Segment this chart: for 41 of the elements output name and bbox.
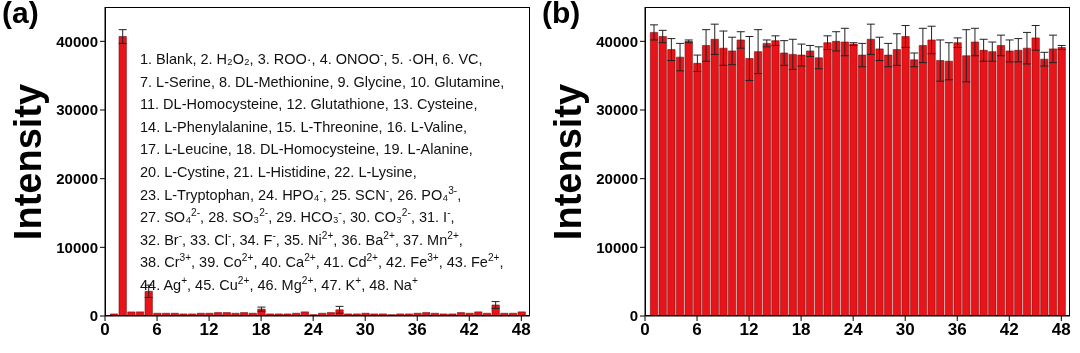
x-tick-label: 6 <box>692 320 702 340</box>
y-tick-label: 20000 <box>56 169 98 187</box>
y-tick-label: 40000 <box>596 32 638 50</box>
x-tick-label: 42 <box>459 320 479 340</box>
chart-title: (b) <box>542 0 581 30</box>
y-tick-label: 0 <box>89 307 98 325</box>
x-tick-label: 36 <box>947 320 967 340</box>
y-tick-label: 30000 <box>56 101 98 119</box>
y-tick-label: 40000 <box>56 32 98 50</box>
x-tick-label: 18 <box>791 320 811 340</box>
x-tick-label: 30 <box>355 320 375 340</box>
annotation: 1. Blank, 2. H₂O₂, 3. ROO·, 4. ONOO$^{-}$, 5. ·OH, 6. VC, <box>140 48 484 69</box>
x-tick-label: 6 <box>152 320 162 340</box>
chart-title: (a) <box>2 0 39 30</box>
x-tick-label: 48 <box>511 320 531 340</box>
x-tick-label: 48 <box>1051 320 1071 340</box>
x-tick-label: 24 <box>843 320 864 340</box>
x-tick-label: 12 <box>199 320 219 340</box>
annotation: 7. L-Serine, 8. DL-Methionine, 9. Glycine, 10. Glutamine, <box>140 72 505 92</box>
y-tick-label: 30000 <box>596 101 638 119</box>
x-tick-label: 42 <box>999 320 1019 340</box>
text: 44. Ag$^{+}$, 45. Cu$^{2+}$, 46. Mg$^{2+}$, 47. K$^{+}$, 48. Na$^{+}$ <box>140 275 418 293</box>
y-tick-label: 20000 <box>596 169 638 187</box>
annotation: 11. DL-Homocysteine, 12. Glutathione, 13. Cysteine, <box>140 95 479 115</box>
y-axis-title: Intensity <box>6 83 50 240</box>
y-tick-label: 0 <box>629 307 638 325</box>
annotation: 23. L-Tryptophan, 24. HPO₄$^{-}$, 25. SCN$^{-}$, 26. PO₄$^{3-}$, <box>140 183 463 205</box>
x-tick-label: 12 <box>739 320 759 340</box>
y-tick-label: 10000 <box>596 238 638 256</box>
annotation: 20. L-Cystine, 21. L-Histidine, 22. L-Lysine, <box>140 162 418 182</box>
annotation: 17. L-Leucine, 18. DL-Homocysteine, 19. L-Alanine, <box>140 140 474 160</box>
annotation: 14. L-Phenylalanine, 15. L-Threonine, 16. L-Valine, <box>140 117 468 137</box>
y-tick-label: 10000 <box>56 238 98 256</box>
text: 38. Cr$^{3+}$, 39. Co$^{2+}$, 40. Ca$^{2+}$, 41. Cd$^{2+}$, 42. Fe$^{3+}$, 43. Fe$^{2+}$, <box>140 252 504 271</box>
x-tick-label: 30 <box>895 320 915 340</box>
x-tick-label: 18 <box>251 320 271 340</box>
x-tick-label: 36 <box>407 320 427 340</box>
text: 32. Br$^{-}$, 33. Cl$^{-}$, 34. F$^{-}$, 35. Ni$^{2+}$, 36. Ba$^{2+}$, 37. Mn$^{2+}$, <box>140 229 463 248</box>
x-tick-label: 24 <box>303 320 324 340</box>
text: 27. SO₄$^{2-}$, 28. SO₃$^{2-}$, 29. HCO₃$^{-}$, 30. CO₃$^{2-}$, 31. I$^{-}$, <box>140 207 455 226</box>
y-axis-title: Intensity <box>546 83 590 240</box>
